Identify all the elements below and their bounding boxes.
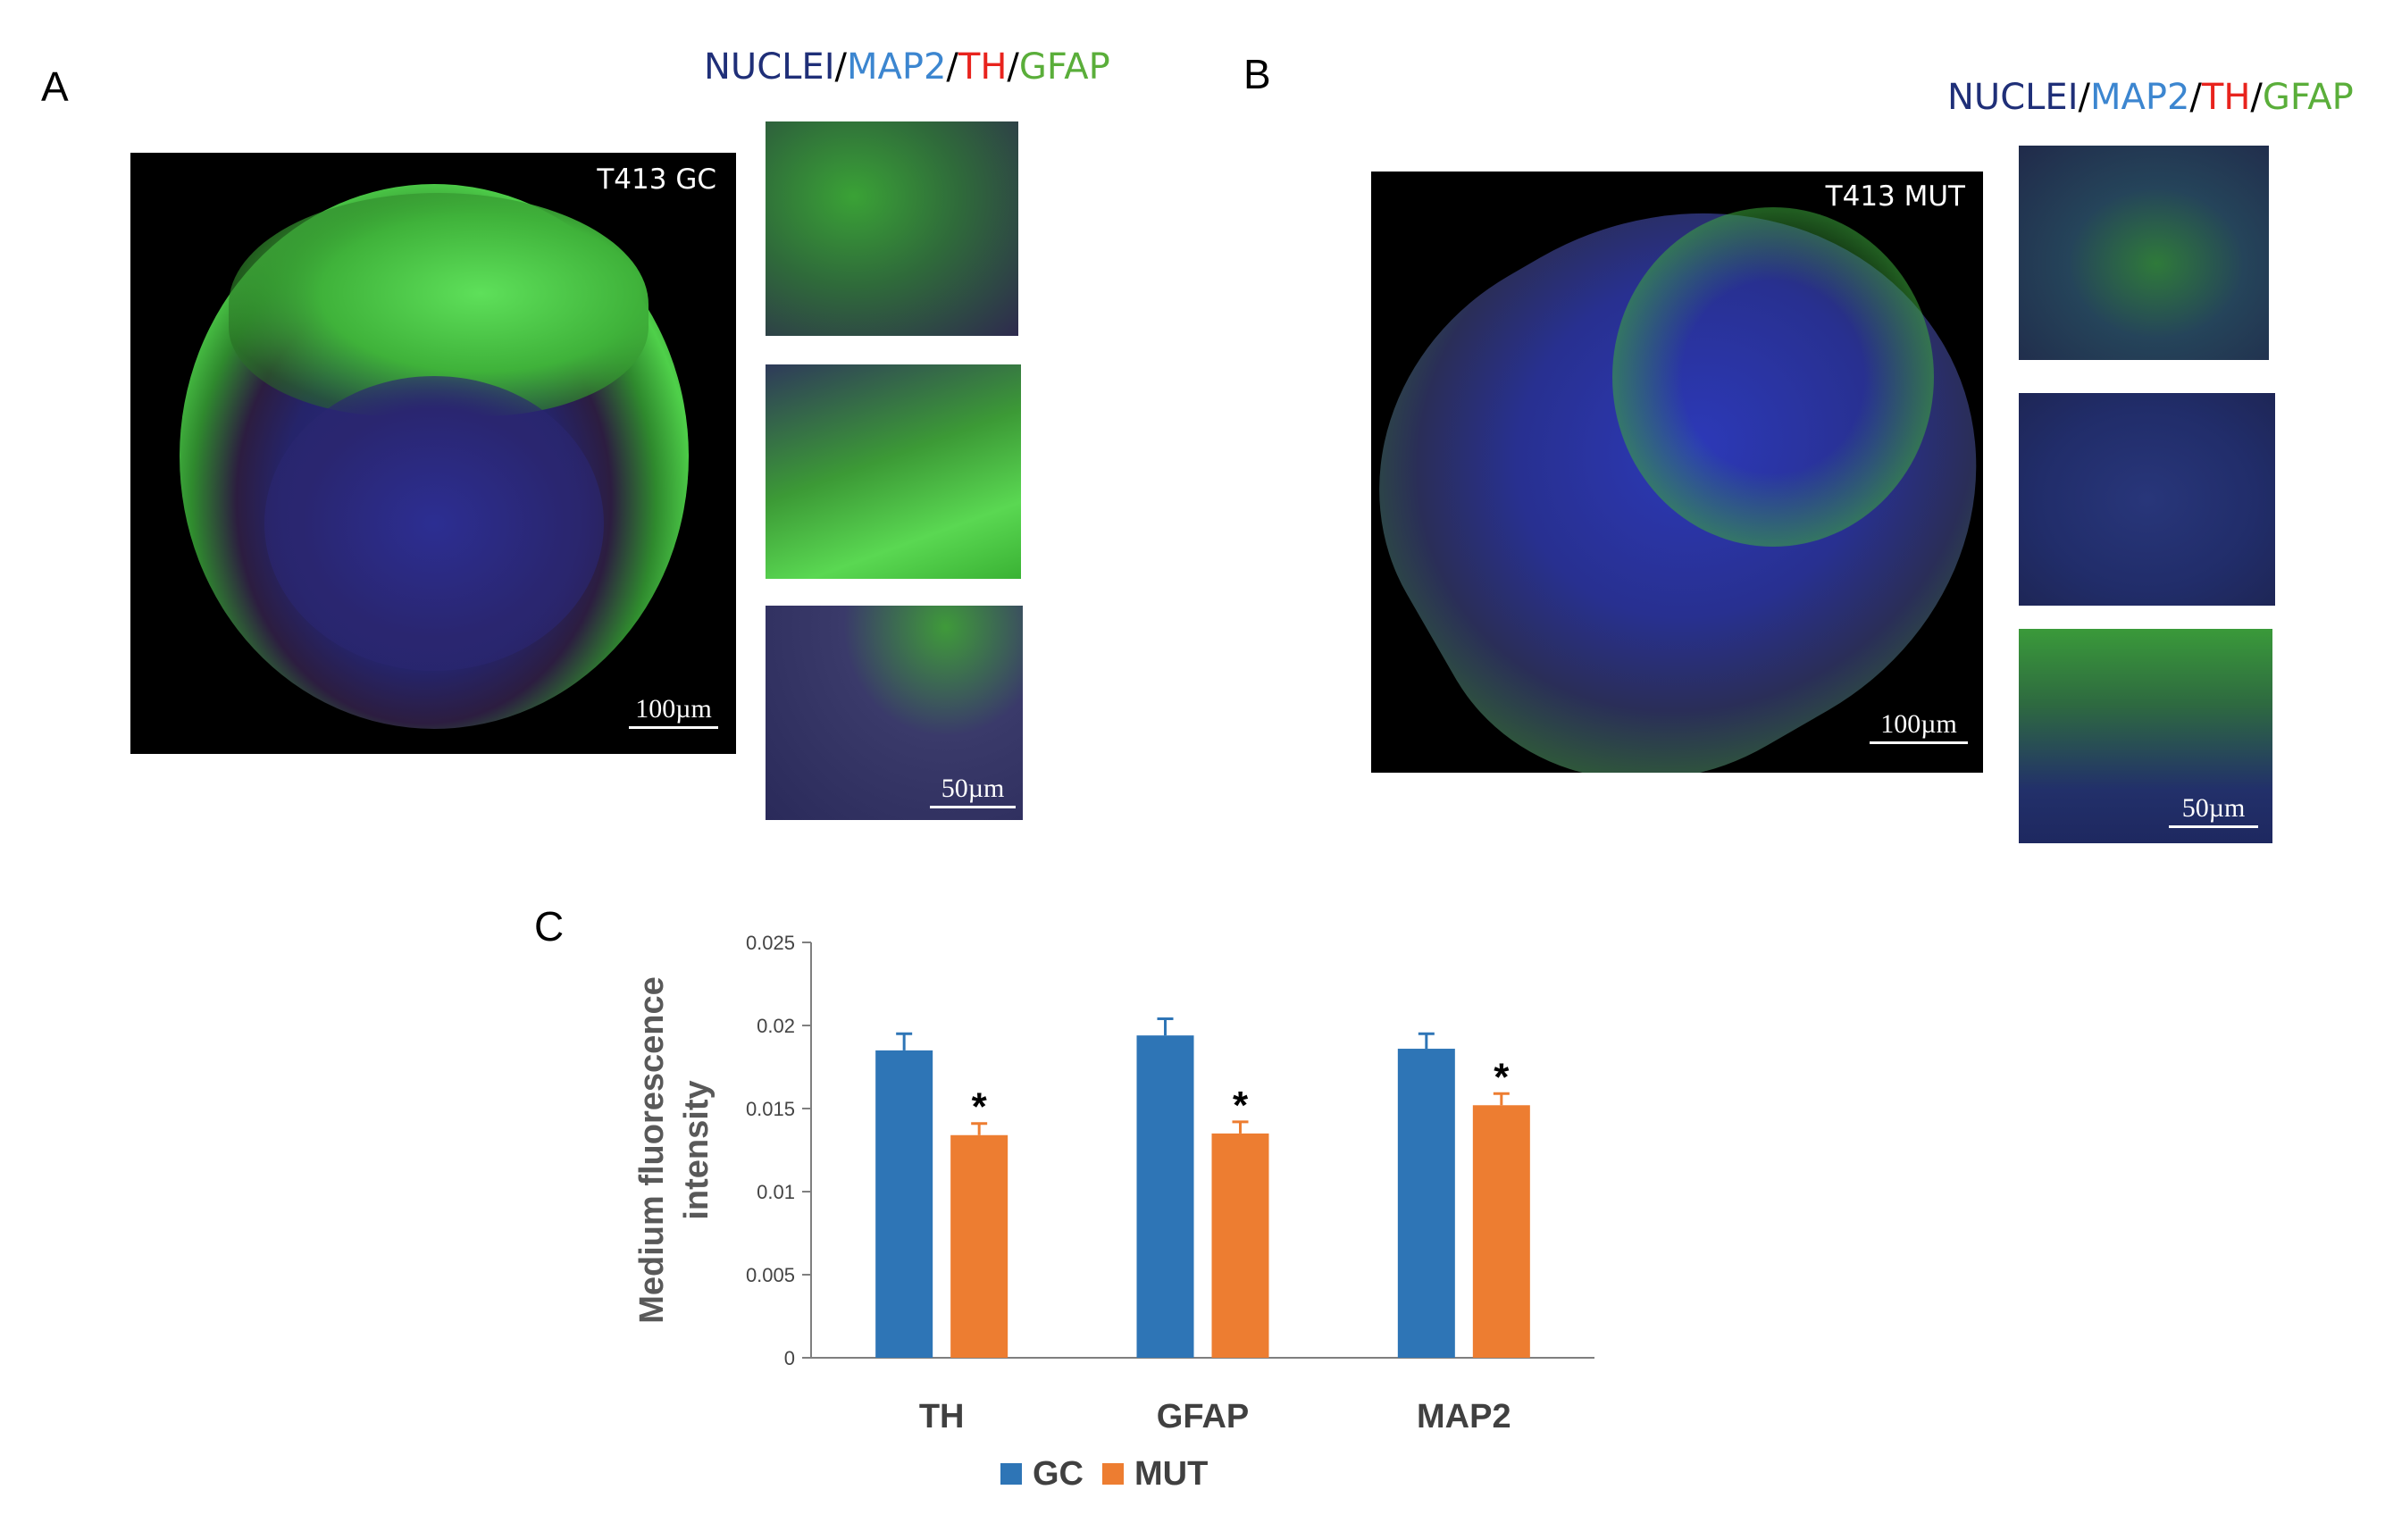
stain-sep: / xyxy=(2078,77,2090,118)
stain-th: TH xyxy=(2201,77,2251,118)
panel-a-inset-3: 50µm xyxy=(766,606,1023,820)
panel-b-label: B xyxy=(1243,51,1271,97)
panel-a-stain-legend: NUCLEI/MAP2/TH/GFAP xyxy=(704,46,1110,88)
scalebar-line xyxy=(930,806,1016,808)
y-tick-label: 0.025 xyxy=(746,932,795,954)
x-category-label: MAP2 xyxy=(1417,1398,1511,1435)
y-tick-label: 0.015 xyxy=(746,1098,795,1120)
scalebar-line xyxy=(629,726,718,729)
stain-sep: / xyxy=(834,46,847,88)
significance-marker: * xyxy=(972,1085,988,1129)
y-tick-label: 0.02 xyxy=(757,1015,795,1037)
panel-b-main-scalebar: 100µm xyxy=(1870,709,1968,744)
stain-sep: / xyxy=(2250,77,2263,118)
panel-a-main-micrograph: T413 GC 100µm xyxy=(130,153,736,754)
x-category-label: GFAP xyxy=(1157,1398,1249,1435)
panel-a-main-label: T413 GC xyxy=(597,163,716,196)
y-tick-label: 0.005 xyxy=(746,1264,795,1286)
stain-gfap: GFAP xyxy=(1018,46,1110,88)
scalebar-label: 50µm xyxy=(2181,793,2246,823)
stain-map2: MAP2 xyxy=(846,46,947,88)
panel-a-label: A xyxy=(41,63,69,110)
panel-b-inset-scalebar: 50µm xyxy=(2169,793,2258,828)
panel-b-inset-2 xyxy=(2019,393,2275,606)
stain-gfap: GFAP xyxy=(2262,77,2354,118)
significance-marker: * xyxy=(1494,1055,1510,1099)
panel-a-inset-1 xyxy=(766,121,1018,336)
y-axis-label: Medium fluorescence xyxy=(633,976,671,1324)
panel-b-main-micrograph: T413 MUT 100µm xyxy=(1371,172,1983,773)
panel-a-inset-scalebar: 50µm xyxy=(930,774,1016,808)
legend-label-mut: MUT xyxy=(1134,1455,1208,1493)
stain-th: TH xyxy=(958,46,1008,88)
scalebar-label: 100µm xyxy=(635,694,712,724)
bar-gc-map2 xyxy=(1397,1049,1455,1358)
scalebar-line xyxy=(2169,825,2258,828)
bar-mut-th xyxy=(950,1134,1008,1358)
bar-gc-gfap xyxy=(1136,1035,1194,1358)
panel-b-inset-3: 50µm xyxy=(2019,629,2272,843)
stain-nuclei: NUCLEI xyxy=(704,46,835,88)
stain-sep: / xyxy=(2189,77,2202,118)
panel-c-label: C xyxy=(534,903,565,950)
legend-label-gc: GC xyxy=(1033,1455,1084,1493)
panel-b-main-label: T413 MUT xyxy=(1825,180,1965,213)
bar-mut-gfap xyxy=(1211,1133,1269,1358)
bar-mut-map2 xyxy=(1472,1105,1530,1358)
y-axis-label: intensity xyxy=(678,1080,716,1219)
stain-nuclei: NUCLEI xyxy=(1947,77,2079,118)
scalebar-label: 50µm xyxy=(941,774,1005,803)
legend-swatch-gc xyxy=(1000,1463,1022,1485)
stain-sep: / xyxy=(1007,46,1019,88)
significance-marker: * xyxy=(1233,1084,1249,1127)
panel-a-inset-2 xyxy=(766,364,1021,579)
bar-gc-th xyxy=(875,1050,933,1358)
y-tick-label: 0.01 xyxy=(757,1181,795,1203)
x-category-label: TH xyxy=(919,1398,965,1435)
scalebar-line xyxy=(1870,741,1968,744)
panel-a-main-scalebar: 100µm xyxy=(629,694,718,729)
panel-b-inset-1 xyxy=(2019,146,2269,360)
scalebar-label: 100µm xyxy=(1880,709,1957,739)
stain-map2: MAP2 xyxy=(2089,77,2190,118)
panel-b-stain-legend: NUCLEI/MAP2/TH/GFAP xyxy=(1947,77,2354,118)
stain-sep: / xyxy=(946,46,958,88)
legend-swatch-mut xyxy=(1102,1463,1124,1485)
y-tick-label: 0 xyxy=(784,1347,795,1369)
